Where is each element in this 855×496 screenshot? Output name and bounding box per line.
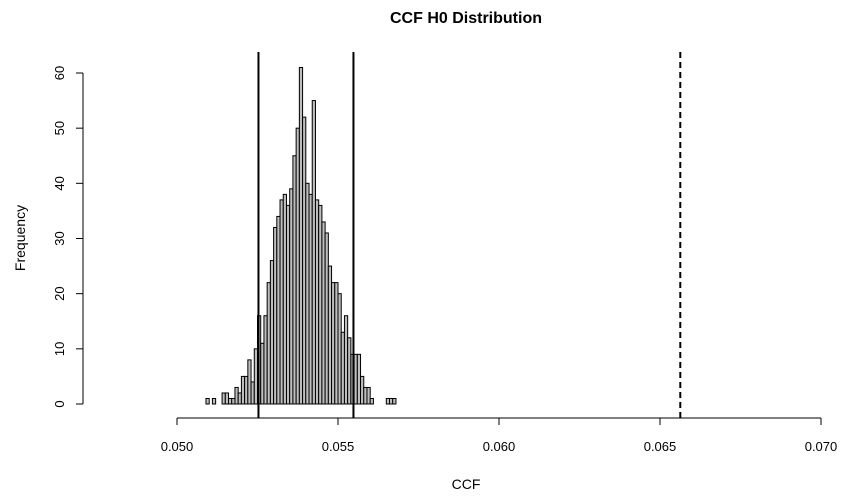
x-tick-label: 0.070 [805, 439, 838, 454]
x-axis: 0.050 0.055 0.060 0.065 0.070 [161, 417, 838, 454]
reference-lines [257, 52, 682, 418]
y-tick-label: 0 [52, 400, 67, 407]
chart-title: CCF H0 Distribution [390, 10, 542, 27]
y-tick-label: 30 [52, 231, 67, 245]
y-tick-label: 50 [52, 121, 67, 135]
histogram-bar [366, 386, 371, 405]
x-axis-label: CCF [452, 476, 481, 492]
y-tick-label: 10 [52, 342, 67, 356]
y-tick-label: 20 [52, 286, 67, 300]
histogram-bar [205, 397, 210, 405]
y-axis-label: Frequency [12, 205, 28, 271]
x-tick-label: 0.050 [161, 439, 194, 454]
y-tick-label: 40 [52, 176, 67, 190]
histogram-bar [392, 397, 397, 405]
y-axis: 0 10 20 30 40 50 60 [52, 66, 84, 408]
x-tick-label: 0.055 [322, 439, 355, 454]
histogram-bar [211, 397, 217, 405]
x-tick-label: 0.065 [644, 439, 677, 454]
histogram-bars [205, 66, 397, 405]
x-tick-label: 0.060 [483, 439, 516, 454]
y-tick-label: 60 [52, 66, 67, 80]
histogram-bar [369, 397, 374, 405]
